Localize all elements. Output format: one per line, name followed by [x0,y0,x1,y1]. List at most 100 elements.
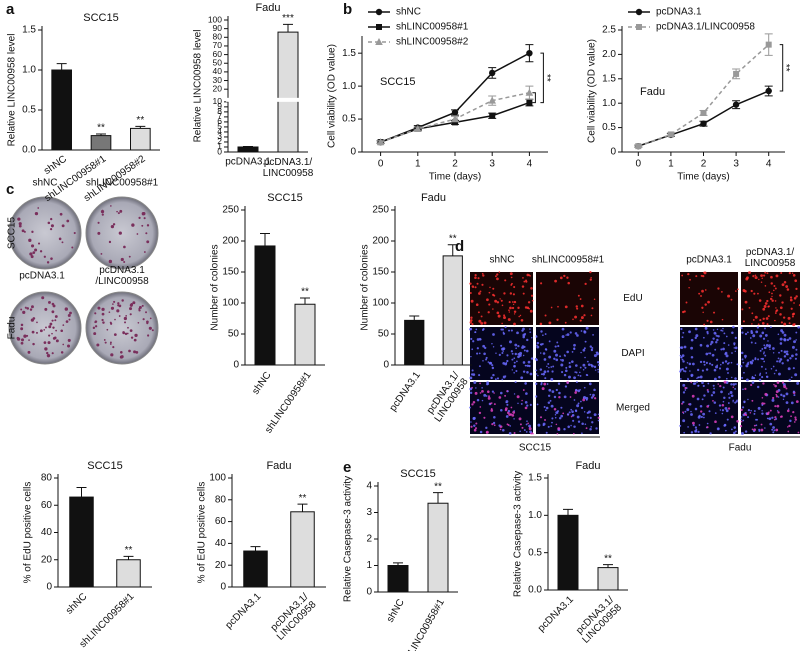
colony [52,304,56,308]
cell [557,382,561,385]
cell [733,347,736,349]
colony [109,341,112,344]
cell [758,378,762,382]
cell [594,369,597,371]
cell [708,362,712,365]
cell [478,352,481,355]
marker [636,24,642,30]
cell [791,313,795,316]
cell [542,352,546,355]
x-tick-label: shNC [250,370,273,397]
legend-marker [636,24,642,30]
panel-letter: d [455,238,464,255]
cell [682,411,684,414]
cell [790,401,794,405]
marker [452,119,458,126]
cell [726,418,729,421]
colony [18,222,22,226]
cell [689,278,691,281]
cell [492,308,494,310]
colony [141,224,144,227]
cell [505,415,509,418]
row-label: Merged [616,403,650,414]
colony [134,333,138,338]
bracket [532,92,536,104]
significance: ** [136,115,144,126]
cell [699,360,703,364]
y-tick-label: 0.5 [342,114,356,125]
cell [485,426,488,430]
cell [557,305,559,308]
cell [778,360,781,363]
cell [529,372,533,376]
colony [39,250,43,253]
cell [476,398,480,402]
cell [539,322,543,326]
cell [556,410,560,413]
cell [774,384,777,388]
cell [681,402,683,405]
cell [501,304,504,307]
cell [521,399,523,402]
cell [516,331,519,335]
colony [112,223,116,226]
cell [764,327,766,330]
cell [506,403,509,406]
cell [717,383,719,385]
cell [516,395,520,399]
cell [548,321,552,325]
cell [563,395,567,399]
cell [777,411,780,414]
cell [569,396,572,398]
cell [783,355,787,358]
cell [517,402,519,405]
marker [489,69,496,77]
cell [702,274,705,278]
cell [539,343,542,346]
cell [587,410,591,414]
cell [696,377,698,379]
cell [786,359,790,362]
cell [492,346,495,348]
plate-label: pcDNA3.1/LINC00958 [95,265,149,287]
y-tick-label: 200 [372,236,389,247]
cell [524,406,528,410]
cell [488,291,491,294]
y-tick-label: 50 [213,57,223,67]
colony [137,321,140,324]
significance: *** [282,13,294,24]
cell [568,411,571,414]
cell [778,351,780,354]
x-tick-label: 3 [733,159,739,170]
cell [475,422,478,425]
cell [702,311,704,314]
cell [485,431,488,434]
colony [141,304,144,307]
cell [757,358,760,361]
cell [510,276,513,279]
cell [566,350,569,354]
cell [561,327,565,331]
cell [481,399,484,402]
cell [547,363,550,365]
colony [31,230,34,233]
y-tick-label: 250 [372,205,389,216]
colony [50,217,53,221]
cell [732,325,735,329]
cell [490,409,494,412]
cell [787,367,791,371]
colony [120,257,124,262]
y-tick-label: 1.5 [342,48,356,59]
cell [473,424,476,427]
cell [520,402,523,405]
cell [530,357,534,360]
cell [577,294,580,297]
cell [485,395,488,397]
cell [728,396,731,399]
cell [504,326,507,329]
cell [540,383,543,386]
cell [700,295,702,297]
colony [136,233,139,235]
colony [130,336,134,339]
cell [773,372,776,375]
